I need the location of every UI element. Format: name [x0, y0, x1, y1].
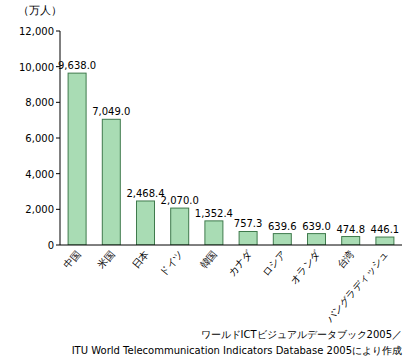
y-tick-label: 2,000 — [25, 204, 54, 215]
y-tick-label: 0 — [48, 240, 54, 251]
data-label: 2,468.4 — [126, 188, 164, 199]
data-label: 1,352.4 — [195, 208, 233, 219]
y-tick — [56, 173, 60, 174]
bars — [68, 73, 394, 245]
source-note: ITU World Telecommunication Indicators D… — [72, 345, 402, 356]
y-tick — [56, 209, 60, 210]
chart-svg: （万人） 0 2,000 4,000 6,000 8,000 10,000 12,000 9,6… — [0, 0, 408, 363]
bar — [205, 221, 223, 245]
data-label: 639.0 — [302, 221, 331, 232]
y-tick — [56, 245, 60, 246]
x-tick-label: ロシア — [260, 248, 288, 278]
y-tick — [56, 138, 60, 139]
y-tick-label: 12,000 — [19, 26, 54, 37]
y-tick-label: 10,000 — [19, 62, 54, 73]
bar — [239, 231, 257, 245]
x-tick-label: カナダ — [226, 247, 254, 278]
bar — [376, 237, 394, 245]
data-label: 446.1 — [371, 224, 400, 235]
data-label: 474.8 — [336, 224, 365, 235]
source-note: ワールドICTビジュアルデータブック2005／ — [201, 329, 403, 340]
bar — [137, 201, 155, 245]
bar — [102, 119, 120, 245]
x-tick-label: 米国 — [96, 248, 117, 270]
x-tick-label: ドイツ — [158, 248, 186, 278]
x-tick-label: 中国 — [61, 248, 82, 270]
x-tick-label: バングラディッシュ — [324, 248, 391, 325]
bar — [68, 73, 86, 245]
data-label: 639.6 — [268, 221, 297, 232]
x-tick-label: 日本 — [130, 248, 151, 270]
y-tick-label: 6,000 — [25, 133, 54, 144]
y-tick-label: 4,000 — [25, 169, 54, 180]
chart-container: （万人） 0 2,000 4,000 6,000 8,000 10,000 12,000 9,6… — [0, 0, 408, 363]
x-tick-label: オランダ — [288, 247, 323, 285]
bar — [342, 237, 360, 245]
bar — [308, 234, 326, 245]
y-tick — [56, 31, 60, 32]
x-tick-label: 韓国 — [198, 248, 219, 270]
bar — [273, 234, 291, 245]
bar — [171, 208, 189, 245]
data-label: 2,070.0 — [161, 195, 199, 206]
x-tick-label: 台湾 — [335, 248, 356, 270]
data-label: 7,049.0 — [92, 106, 130, 117]
y-tick — [56, 102, 60, 103]
data-label: 757.3 — [234, 218, 263, 229]
y-axis-label: （万人） — [18, 4, 62, 17]
y-tick-label: 8,000 — [25, 97, 54, 108]
data-label: 9,638.0 — [58, 60, 96, 71]
x-axis — [60, 245, 402, 246]
